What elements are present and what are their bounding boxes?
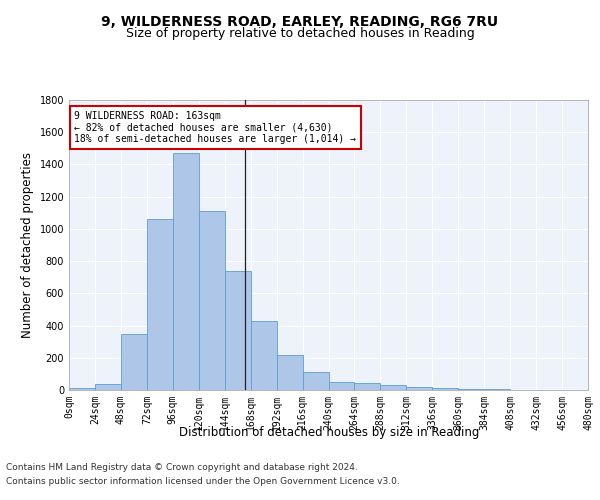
- Bar: [251, 320, 277, 390]
- Bar: [302, 372, 329, 390]
- Text: Contains public sector information licensed under the Open Government Licence v3: Contains public sector information licen…: [6, 478, 400, 486]
- Bar: [406, 387, 432, 390]
- Bar: [95, 384, 121, 390]
- Bar: [458, 389, 484, 390]
- Bar: [173, 153, 199, 390]
- Bar: [199, 211, 224, 390]
- Text: 9, WILDERNESS ROAD, EARLEY, READING, RG6 7RU: 9, WILDERNESS ROAD, EARLEY, READING, RG6…: [101, 15, 499, 29]
- Text: Size of property relative to detached houses in Reading: Size of property relative to detached ho…: [125, 28, 475, 40]
- Text: 9 WILDERNESS ROAD: 163sqm
← 82% of detached houses are smaller (4,630)
18% of se: 9 WILDERNESS ROAD: 163sqm ← 82% of detac…: [74, 112, 356, 144]
- Y-axis label: Number of detached properties: Number of detached properties: [21, 152, 34, 338]
- Bar: [147, 219, 173, 390]
- Bar: [277, 354, 302, 390]
- Bar: [484, 389, 510, 390]
- Bar: [69, 388, 95, 390]
- Bar: [121, 334, 147, 390]
- Text: Distribution of detached houses by size in Reading: Distribution of detached houses by size …: [179, 426, 479, 439]
- Bar: [355, 383, 380, 390]
- Bar: [380, 385, 406, 390]
- Text: Contains HM Land Registry data © Crown copyright and database right 2024.: Contains HM Land Registry data © Crown c…: [6, 464, 358, 472]
- Bar: [432, 388, 458, 390]
- Bar: [329, 382, 355, 390]
- Bar: [225, 271, 251, 390]
